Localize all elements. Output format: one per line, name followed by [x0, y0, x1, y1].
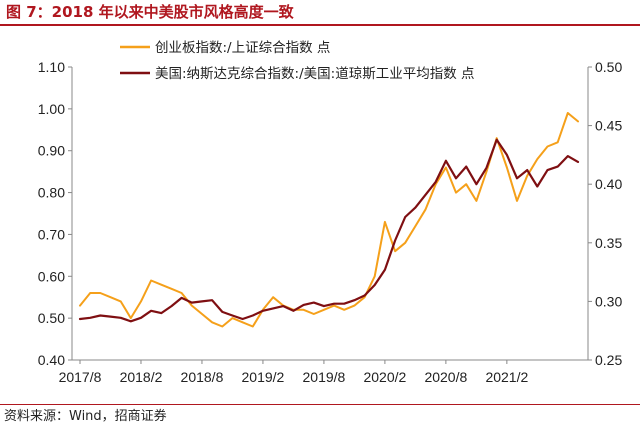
right-tick-label: 0.45 — [595, 118, 622, 134]
x-tick-label: 2019/2 — [242, 369, 285, 385]
legend-label-chinext: 创业板指数:/上证综合指数 点 — [155, 40, 330, 56]
left-tick-label: 1.00 — [38, 101, 65, 117]
title-divider — [0, 24, 640, 26]
x-tick-label: 2021/2 — [485, 369, 528, 385]
x-tick-label: 2017/8 — [59, 369, 102, 385]
left-tick-label: 0.60 — [38, 268, 65, 284]
legend: 创业板指数:/上证综合指数 点 美国:纳斯达克综合指数:/美国:道琼斯工业平均指… — [120, 40, 474, 82]
legend-label-us-ratio: 美国:纳斯达克综合指数:/美国:道琼斯工业平均指数 点 — [155, 66, 474, 82]
left-tick-label: 0.50 — [38, 310, 65, 326]
left-tick-label: 0.90 — [38, 143, 65, 159]
x-tick-label: 2018/8 — [181, 369, 224, 385]
series-line-chinext-ratio — [79, 112, 579, 328]
left-y-tick-labels: 0.40 0.50 0.60 0.70 0.80 0.90 1.00 1.10 — [38, 59, 72, 368]
left-tick-label: 0.40 — [38, 352, 65, 368]
x-tick-label: 2019/8 — [303, 369, 346, 385]
right-tick-label: 0.40 — [595, 176, 622, 192]
right-tick-label: 0.25 — [595, 352, 622, 368]
series-line-nasdaq-dow-ratio — [78, 138, 580, 323]
left-tick-label: 1.10 — [38, 59, 65, 75]
left-tick-label: 0.80 — [38, 185, 65, 201]
dual-axis-line-chart: 0.40 0.50 0.60 0.70 0.80 0.90 1.00 1.10 0.25 0.3… — [38, 40, 623, 385]
right-y-tick-labels: 0.25 0.30 0.35 0.40 0.45 0.50 — [588, 59, 622, 368]
right-tick-label: 0.30 — [595, 293, 622, 309]
left-tick-label: 0.70 — [38, 226, 65, 242]
source-note: 资料来源：Wind，招商证券 — [4, 409, 167, 424]
x-tick-label: 2020/8 — [424, 369, 467, 385]
x-tick-labels: 2017/8 2018/2 2018/8 2019/2 2019/8 2020/2 2020… — [59, 360, 528, 385]
footer-divider — [0, 404, 640, 405]
chart-title: 图 7：2018 年以来中美股市风格高度一致 — [6, 3, 294, 21]
series-layer — [78, 112, 580, 328]
x-tick-label: 2018/2 — [120, 369, 163, 385]
right-tick-label: 0.35 — [595, 235, 622, 251]
right-tick-label: 0.50 — [595, 59, 622, 75]
x-tick-label: 2020/2 — [363, 369, 406, 385]
